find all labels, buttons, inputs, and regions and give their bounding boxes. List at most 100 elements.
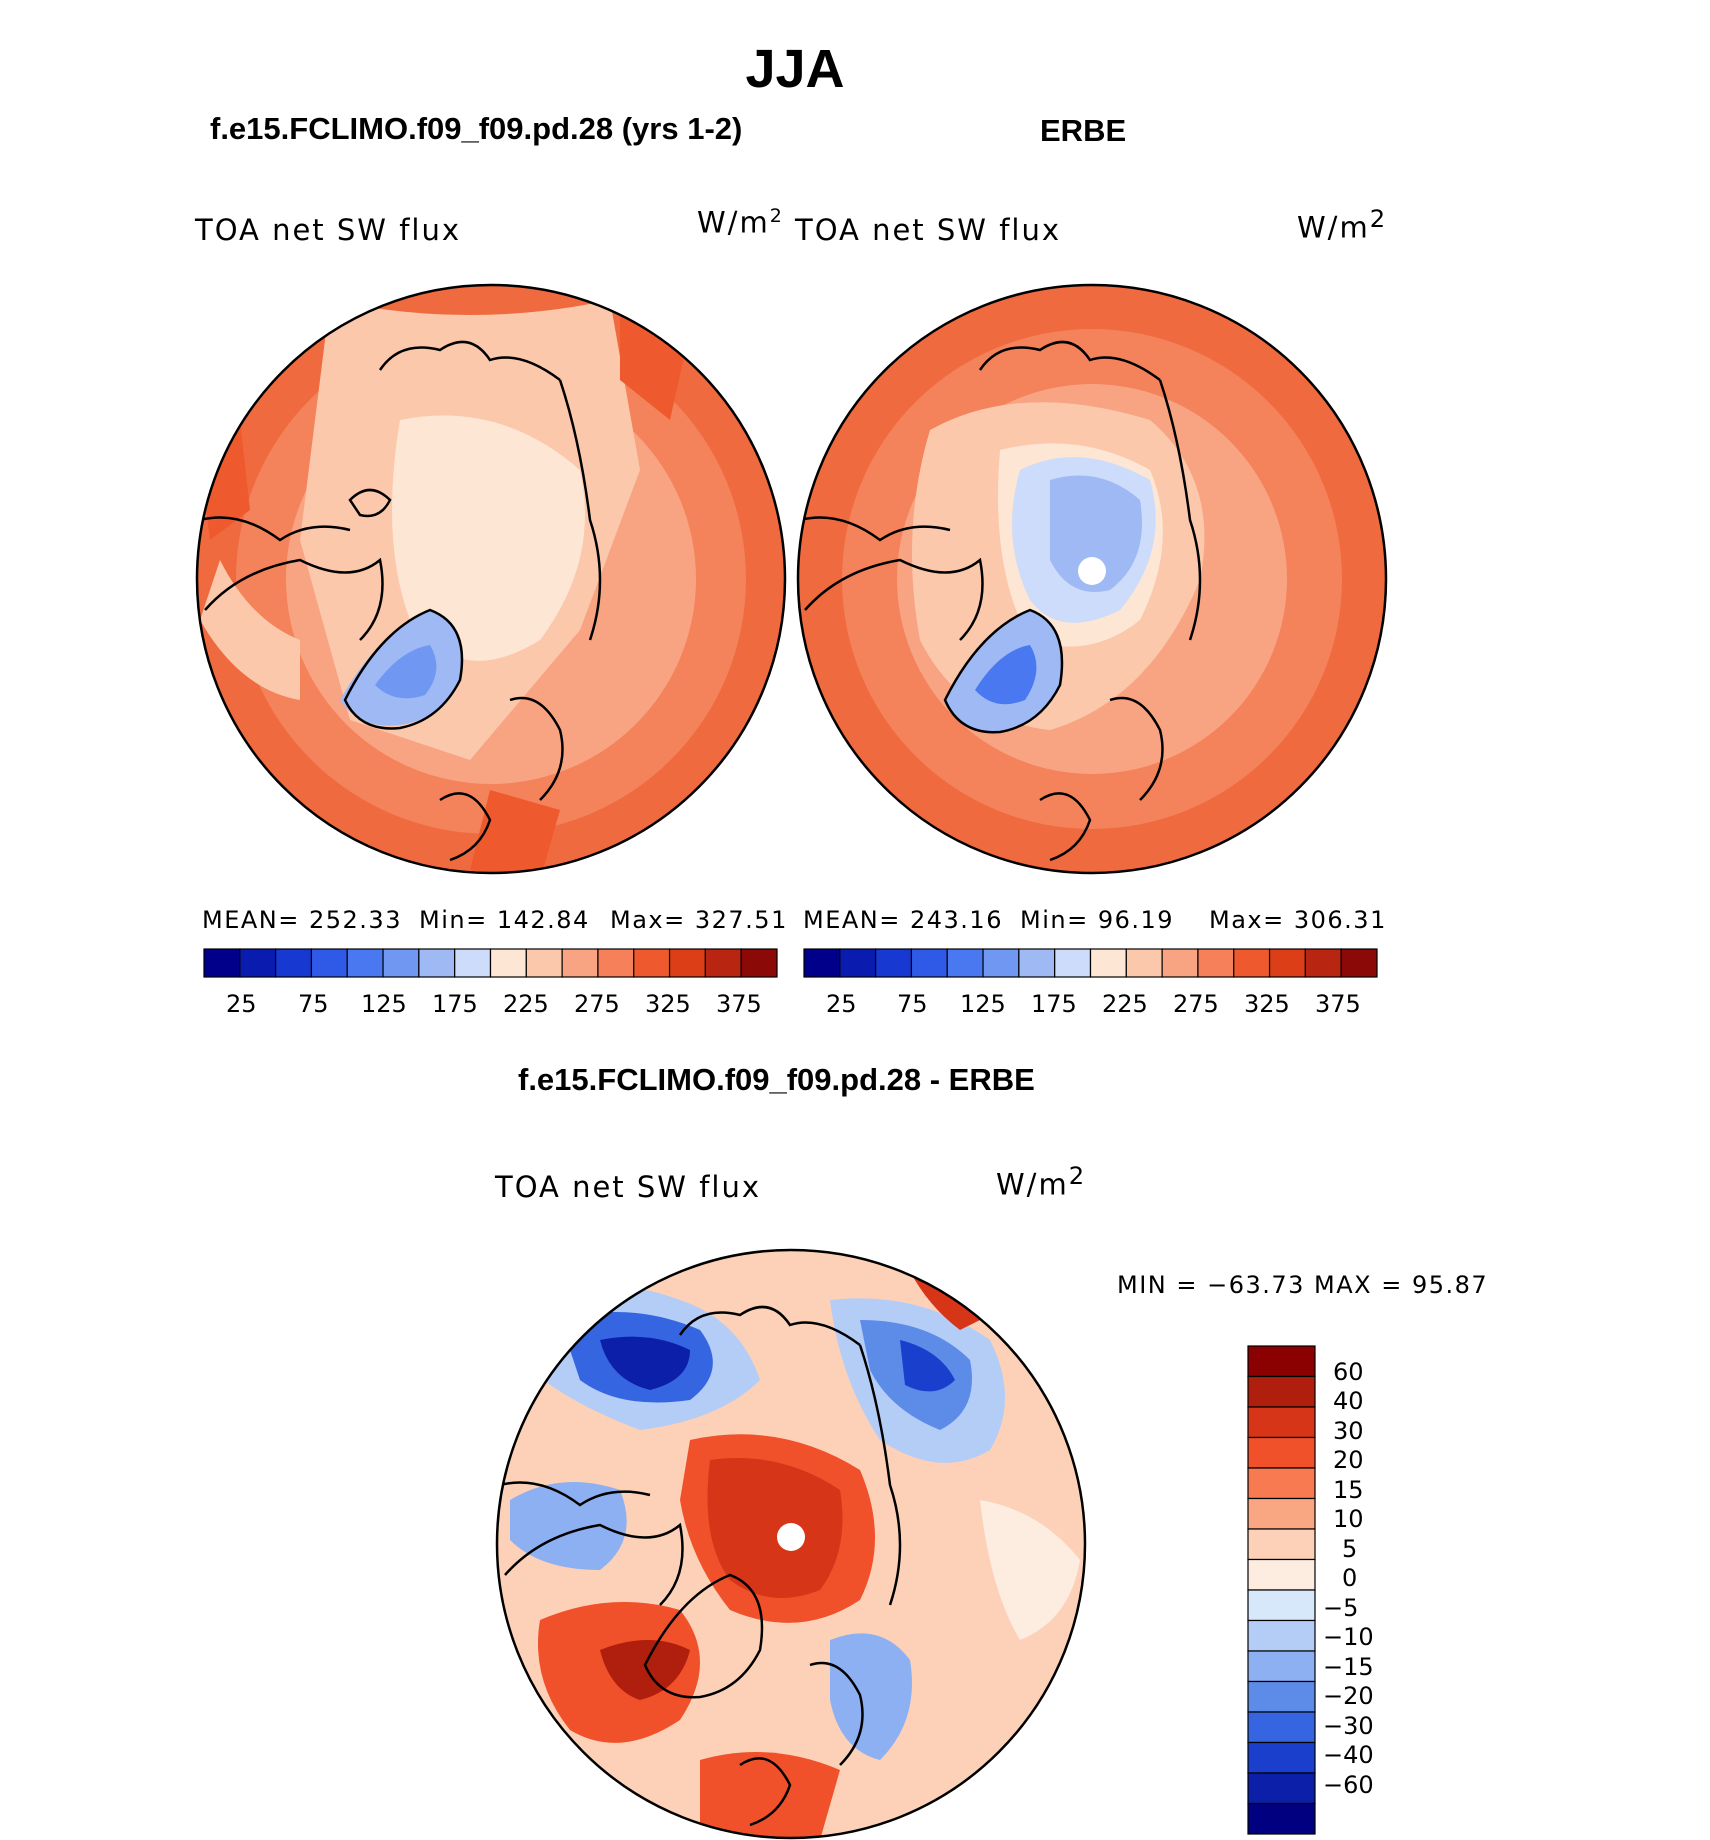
- model-colorbar-tick: 25: [226, 990, 257, 1018]
- diff-minmax-stat: MIN = −63.73 MAX = 95.87: [1117, 1271, 1489, 1299]
- model-colorbar-swatch: [346, 948, 384, 978]
- obs-max-stat: Max= 306.31: [1209, 906, 1387, 934]
- model-min-stat: Min= 142.84: [419, 906, 590, 934]
- diff-variable-label: TOA net SW flux: [495, 1170, 762, 1204]
- obs-colorbar-swatch: [982, 948, 1020, 978]
- diff-colorbar-swatch: [1247, 1497, 1316, 1530]
- obs-colorbar-swatch: [875, 948, 913, 978]
- model-colorbar-swatch: [418, 948, 456, 978]
- obs-min-stat: Min= 96.19: [1020, 906, 1175, 934]
- diff-colorbar-tick: −15: [1323, 1653, 1374, 1681]
- model-colorbar-swatch: [454, 948, 492, 978]
- obs-colorbar-swatch: [1018, 948, 1056, 978]
- model-max-stat: Max= 327.51: [610, 906, 788, 934]
- diff-colorbar-swatch: [1247, 1345, 1316, 1378]
- model-colorbar-tick: 325: [645, 990, 691, 1018]
- model-colorbar-swatch: [633, 948, 671, 978]
- diff-map-border: [495, 1248, 1087, 1840]
- diff-colorbar-swatch: [1247, 1406, 1316, 1439]
- model-colorbar-tick: 125: [361, 990, 407, 1018]
- diff-colorbar-tick: 10: [1333, 1505, 1364, 1533]
- obs-colorbar-swatch: [1089, 948, 1127, 978]
- obs-colorbar-swatch: [1233, 948, 1271, 978]
- model-colorbar-swatch: [597, 948, 635, 978]
- model-colorbar-swatch: [382, 948, 420, 978]
- model-map: [197, 285, 785, 873]
- diff-colorbar-tick: −10: [1323, 1623, 1374, 1651]
- model-colorbar-swatch: [668, 948, 706, 978]
- diff-colorbar-swatch: [1247, 1589, 1316, 1622]
- model-panel-title: f.e15.FCLIMO.f09_f09.pd.28 (yrs 1-2): [210, 111, 743, 146]
- diff-colorbar-swatch: [1247, 1558, 1316, 1591]
- obs-colorbar-tick: 275: [1173, 990, 1219, 1018]
- diff-colorbar-swatch: [1247, 1741, 1316, 1774]
- model-colorbar-tick: 375: [716, 990, 762, 1018]
- obs-colorbar-swatch: [1304, 948, 1342, 978]
- diff-colorbar-swatch: [1247, 1711, 1316, 1744]
- model-colorbar-swatch: [310, 948, 348, 978]
- model-units-label: W/m2: [697, 205, 784, 240]
- model-map-border: [195, 283, 787, 875]
- obs-colorbar-swatch: [946, 948, 984, 978]
- diff-colorbar-swatch: [1247, 1436, 1316, 1469]
- model-colorbar-swatch: [203, 948, 241, 978]
- model-colorbar: [203, 948, 778, 978]
- model-coastlines: [199, 340, 602, 862]
- model-colorbar-swatch: [275, 948, 313, 978]
- diff-colorbar-tick: −30: [1323, 1712, 1374, 1740]
- diff-colorbar-swatch: [1247, 1528, 1316, 1561]
- diff-panel-title: f.e15.FCLIMO.f09_f09.pd.28 - ERBE: [518, 1062, 1035, 1097]
- model-colorbar-tick: 275: [574, 990, 620, 1018]
- diff-colorbar-tick: −40: [1323, 1741, 1374, 1769]
- obs-colorbar-swatch: [839, 948, 877, 978]
- diff-colorbar-tick: −20: [1323, 1682, 1374, 1710]
- obs-units-label: W/m2: [1297, 205, 1388, 245]
- obs-panel-title: ERBE: [1040, 113, 1127, 148]
- obs-colorbar-tick: 75: [897, 990, 928, 1018]
- diff-colorbar-swatch: [1247, 1375, 1316, 1408]
- obs-colorbar-swatch: [1197, 948, 1235, 978]
- model-colorbar-tick: 175: [432, 990, 478, 1018]
- obs-map-border: [796, 283, 1388, 875]
- obs-colorbar-swatch: [1268, 948, 1306, 978]
- obs-colorbar-tick: 175: [1031, 990, 1077, 1018]
- diff-colorbar: [1247, 1345, 1316, 1835]
- diff-coastlines: [499, 1305, 902, 1827]
- model-variable-label: TOA net SW flux: [195, 213, 462, 247]
- obs-colorbar: [803, 948, 1378, 978]
- model-colorbar-swatch: [525, 948, 563, 978]
- diff-colorbar-tick: 15: [1333, 1476, 1364, 1504]
- diff-colorbar-tick: 40: [1333, 1387, 1364, 1415]
- obs-colorbar-swatch: [803, 948, 841, 978]
- model-colorbar-swatch: [561, 948, 599, 978]
- obs-mean-stat: MEAN= 243.16: [803, 906, 1003, 934]
- obs-colorbar-swatch: [1340, 948, 1378, 978]
- diff-colorbar-swatch: [1247, 1467, 1316, 1500]
- obs-colorbar-swatch: [1125, 948, 1163, 978]
- model-colorbar-swatch: [704, 948, 742, 978]
- obs-colorbar-swatch: [910, 948, 948, 978]
- diff-colorbar-swatch: [1247, 1772, 1316, 1805]
- season-title: JJA: [745, 39, 845, 99]
- model-colorbar-swatch: [489, 948, 527, 978]
- diff-colorbar-tick: 20: [1333, 1446, 1364, 1474]
- obs-colorbar-tick: 125: [960, 990, 1006, 1018]
- obs-colorbar-tick: 375: [1315, 990, 1361, 1018]
- obs-colorbar-swatch: [1054, 948, 1092, 978]
- model-colorbar-tick: 75: [298, 990, 329, 1018]
- model-colorbar-swatch: [239, 948, 277, 978]
- diff-colorbar-tick: 30: [1333, 1417, 1364, 1445]
- diff-colorbar-tick: −5: [1323, 1594, 1359, 1622]
- model-mean-stat: MEAN= 252.33: [202, 906, 402, 934]
- obs-coastlines: [799, 340, 1202, 862]
- model-colorbar-tick: 225: [503, 990, 549, 1018]
- diff-colorbar-tick: 5: [1342, 1535, 1358, 1563]
- diff-colorbar-swatch: [1247, 1619, 1316, 1652]
- diff-colorbar-tick: −60: [1323, 1771, 1374, 1799]
- diff-colorbar-swatch: [1247, 1680, 1316, 1713]
- obs-colorbar-swatch: [1161, 948, 1199, 978]
- diff-colorbar-tick: 0: [1342, 1564, 1358, 1592]
- diff-units-label: W/m2: [996, 1162, 1087, 1202]
- obs-map: [798, 285, 1386, 873]
